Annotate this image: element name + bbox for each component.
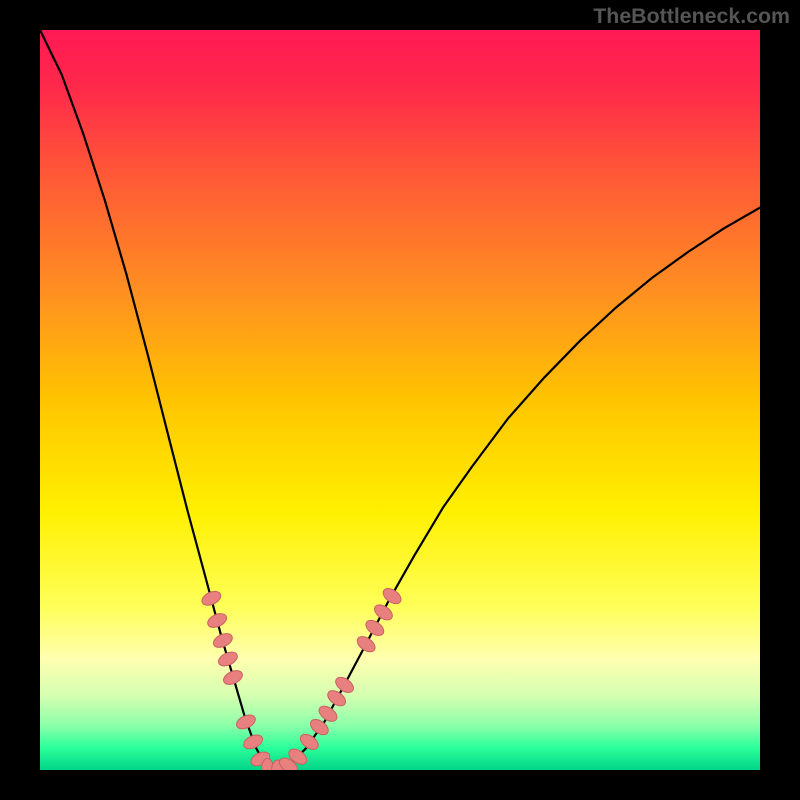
chart-svg xyxy=(40,30,760,770)
gradient-background xyxy=(40,30,760,770)
watermark-text: TheBottleneck.com xyxy=(593,4,790,29)
chart-root: TheBottleneck.com xyxy=(0,0,800,800)
plot-area xyxy=(40,30,760,770)
